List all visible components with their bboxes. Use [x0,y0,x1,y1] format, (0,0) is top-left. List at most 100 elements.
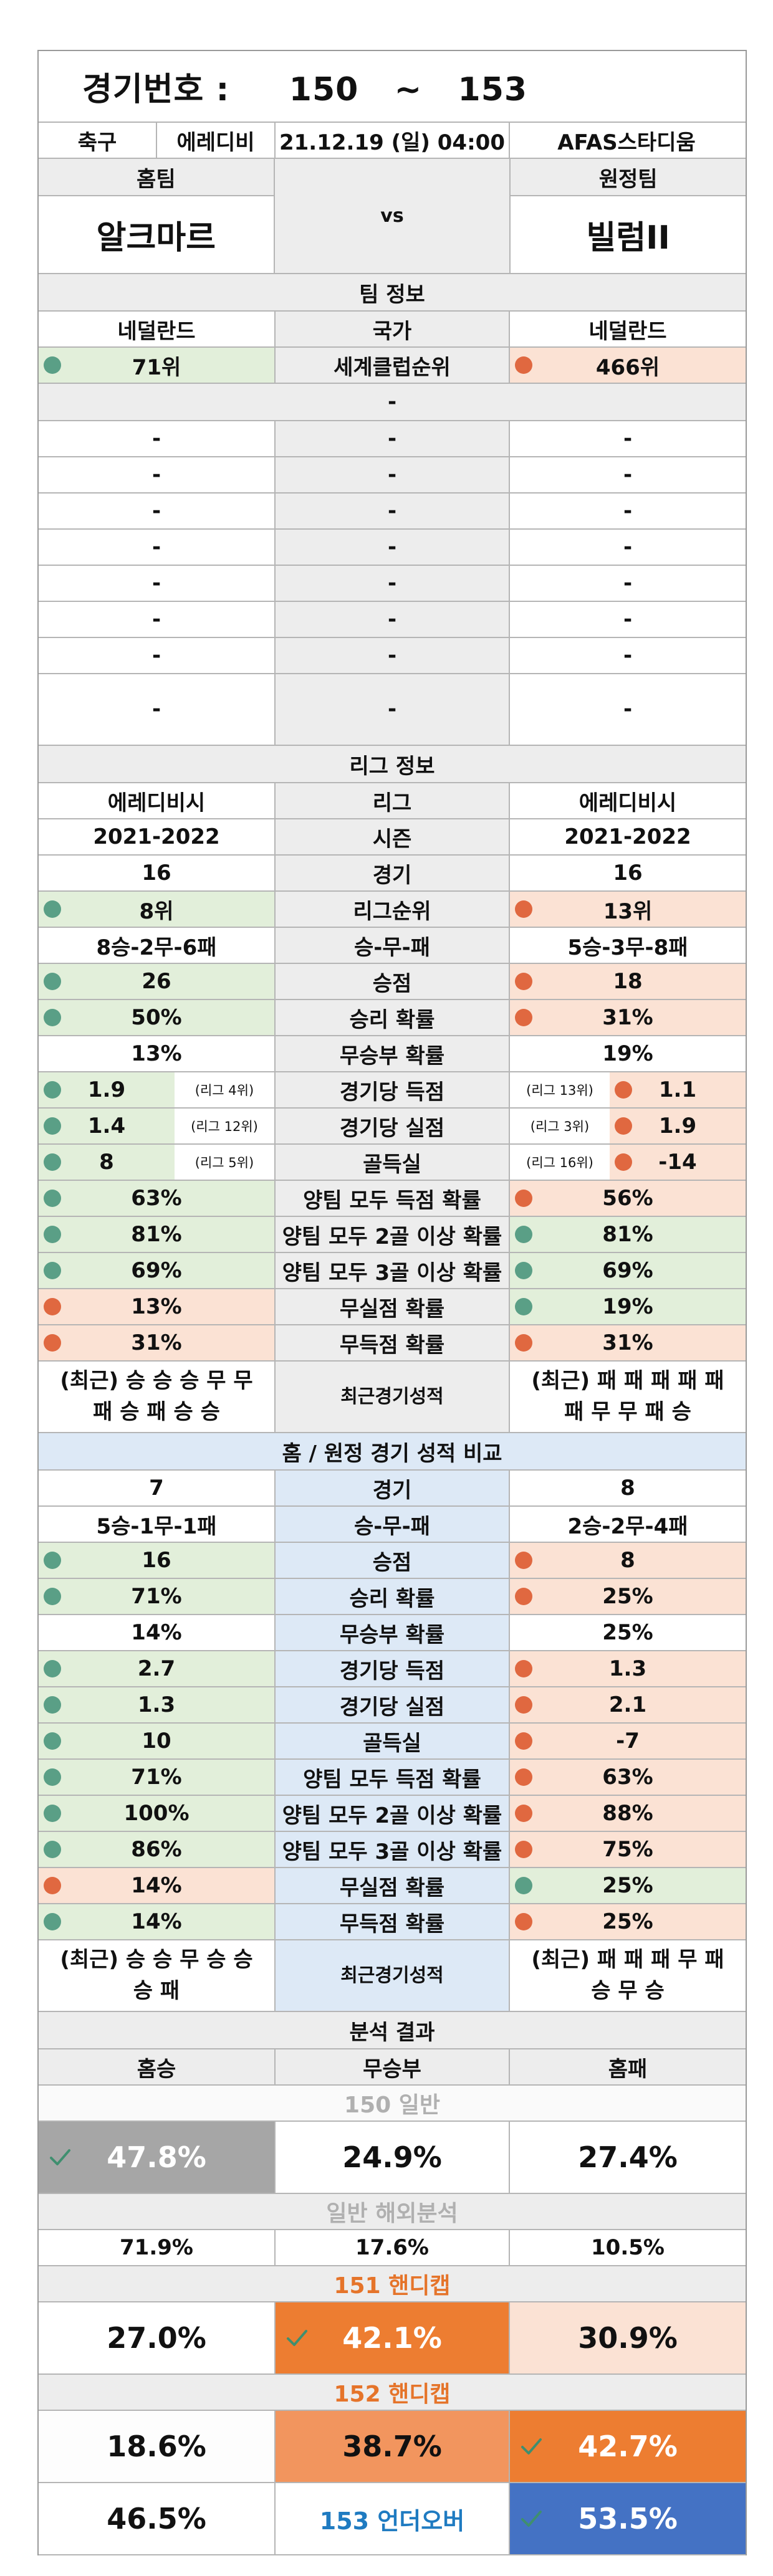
venue-cell: AFAS스타디움 [557,130,696,155]
status-dot-icon [515,1768,532,1786]
status-dot-icon [44,1009,61,1026]
dash-cell: - [623,607,633,632]
stat-label: 경기당 실점 [274,1687,510,1722]
status-dot-icon [44,1117,61,1135]
vs-label: vs [273,159,511,273]
country-row: 네덜란드 국가 네덜란드 [39,312,746,348]
status-dot-icon [515,1552,532,1569]
teams-block: 홈팀 알크마르 vs 원정팀 빌럼II [39,159,746,274]
dash-cell: - [274,566,510,601]
dash-cell: - [151,499,161,523]
dash-cell: - [151,643,161,668]
dash-cell: - [151,696,161,722]
dash-cell: - [387,389,397,414]
league-stat-row: 8승-2무-6패 승-무-패 5승-3무-8패 [39,928,746,964]
status-dot-icon [44,1660,61,1677]
away-value: 63% [510,1760,746,1795]
dash-cell: - [623,535,633,560]
home-value: 13% [39,1289,274,1324]
stat-label: 리그순위 [274,892,510,927]
dash-cell: - [623,571,633,596]
status-dot-icon [44,1588,61,1605]
analysis-header: 분석 결과 [39,2012,746,2049]
dash-cell: - [151,462,161,487]
section-title: 팀 정보 [359,282,425,307]
homeaway-stat-row: 10 골득실 -7 [39,1724,746,1760]
league-stat-row: 31% 무득점 확률 31% [39,1325,746,1362]
team-info-header: 팀 정보 [39,274,746,312]
home-value: 81% [39,1217,274,1252]
home-country: 네덜란드 [117,318,196,344]
status-dot-icon [44,1913,61,1930]
handicap151-result-row: 27.0% 42.1% 30.9% [39,2302,746,2375]
status-dot-icon [615,1117,632,1135]
status-dot-icon [515,1226,532,1243]
away-country: 네덜란드 [588,318,667,344]
overseas-draw: 17.6% [274,2230,510,2265]
status-dot-icon [44,1262,61,1279]
stat-label: 무승부 확률 [274,1615,510,1650]
league-stat-row: 63% 양팀 모두 득점 확률 56% [39,1181,746,1217]
home-team-name: 알크마르 [96,219,216,257]
status-dot-icon [44,1081,61,1099]
status-dot-icon [44,973,61,990]
status-dot-icon [615,1153,632,1171]
home-value: 8 (리그 5위) [39,1145,274,1180]
stat-label: 무득점 확률 [274,1325,510,1360]
homeaway-stat-row: 1.3 경기당 실점 2.1 [39,1687,746,1724]
handicap152-home-win: 18.6% [39,2411,274,2482]
away-team-name: 빌럼II [586,219,670,257]
empty-row: --- [39,457,746,494]
handicap151-home-win: 27.0% [107,2321,206,2355]
home-value: 5승-1무-1패 [96,1514,217,1539]
status-dot-icon [44,1552,61,1569]
home-value: 16 [39,1543,274,1578]
dash-cell: - [274,421,510,456]
home-value: 8위 [39,892,274,927]
status-dot-icon [44,1768,61,1786]
home-value: 1.9 (리그 4위) [39,1072,274,1107]
league-row: 에레디비시 리그 에레디비시 [39,783,746,819]
status-dot-icon [44,1153,61,1171]
status-dot-icon [515,1190,532,1207]
league-stat-row: 13% 무승부 확률 19% [39,1036,746,1072]
league-rank-note: (리그 4위) [194,1083,254,1098]
away-value: 75% [510,1832,746,1867]
world-rank-label: 세계클럽순위 [274,348,510,383]
underover-result-row: 46.5% 153 언더오버 53.5% [39,2483,746,2555]
stat-label: 승-무-패 [274,1507,510,1542]
away-value: 25% [510,1868,746,1903]
away-value: (리그 16위) -14 [510,1145,746,1180]
away-season: 2021-2022 [564,824,691,849]
away-value: 81% [510,1217,746,1252]
away-value: 13위 [510,892,746,927]
status-dot-icon [44,1190,61,1207]
league-rank-note: (리그 13위) [526,1083,593,1098]
homeaway-stat-row: 86% 양팀 모두 3골 이상 확률 75% [39,1832,746,1868]
status-dot-icon [44,1732,61,1750]
home-team-col: 홈팀 알크마르 [39,159,274,273]
away-value: 19% [602,1041,653,1066]
away-value: 5승-3무-8패 [567,935,688,960]
handicap151-draw: 42.1% [274,2302,510,2373]
handicap152-draw: 38.7% [274,2411,510,2482]
home-value: 50% [39,1000,274,1035]
stat-label: 골득실 [274,1724,510,1758]
league-stat-row: 1.9 (리그 4위) 경기당 득점 (리그 13위) 1.1 [39,1072,746,1109]
away-value: 31% [510,1000,746,1035]
homeaway-stat-row: 16 승점 8 [39,1543,746,1579]
away-league: 에레디비시 [579,790,677,816]
league-stat-row: 69% 양팀 모두 3골 이상 확률 69% [39,1253,746,1289]
home-value: 63% [39,1181,274,1216]
section-title: 분석 결과 [349,2020,435,2045]
league-rank-note: (리그 16위) [526,1155,593,1170]
homeaway-header: 홈 / 원정 경기 성적 비교 [39,1433,746,1471]
empty-row: --- [39,530,746,566]
handicap152-title: 152 핸디캡 [334,2382,451,2407]
status-dot-icon [44,1298,61,1315]
status-dot-icon [515,1841,532,1858]
home-value: 86% [39,1832,274,1867]
